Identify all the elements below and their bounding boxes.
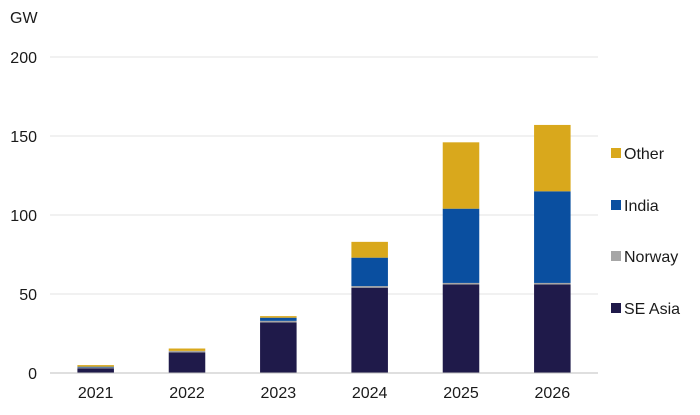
y-tick-label: 50: [19, 287, 37, 304]
x-tick-label: 2025: [443, 385, 479, 402]
y-axis-unit-label: GW: [10, 10, 38, 27]
bar-india-2025: [442, 208, 480, 283]
y-axis-ticks: 0 50 100 150 200: [10, 50, 37, 383]
bar-india-2024: [351, 257, 388, 287]
legend-label-india: India: [624, 198, 659, 215]
bars: [77, 124, 571, 373]
bar-other-2023: [260, 316, 297, 318]
bar-norway-2026: [534, 282, 571, 285]
legend-swatch-se-asia: [611, 303, 621, 313]
bar-norway-2025: [442, 282, 480, 285]
x-tick-label: 2022: [169, 385, 205, 402]
bar-other-2022: [168, 348, 206, 351]
y-tick-label: 150: [10, 129, 37, 146]
bar-india-2023: [260, 317, 297, 321]
y-tick-label: 0: [28, 366, 37, 383]
x-tick-label: 2026: [535, 385, 571, 402]
y-tick-label: 200: [10, 50, 37, 67]
bar-norway-2022: [168, 350, 206, 353]
bar-india-2021: [77, 366, 114, 368]
x-tick-label: 2023: [261, 385, 297, 402]
legend-swatch-other: [611, 148, 621, 158]
legend-label-norway: Norway: [624, 249, 678, 266]
bar-se-asia-2022: [168, 352, 206, 373]
bar-se-asia-2025: [442, 284, 480, 373]
bar-se-asia-2021: [77, 368, 114, 373]
legend-swatch-india: [611, 200, 621, 210]
bar-se-asia-2023: [260, 322, 297, 373]
bar-se-asia-2024: [351, 287, 388, 373]
legend: Other India Norway SE Asia: [611, 146, 680, 318]
y-tick-label: 100: [10, 208, 37, 225]
bar-norway-2021: [77, 367, 114, 369]
bar-norway-2023: [260, 320, 297, 323]
legend-label-se-asia: SE Asia: [624, 301, 680, 318]
bar-other-2025: [442, 142, 480, 209]
x-axis-ticks: 2021 2022 2023 2024 2025 2026: [78, 385, 570, 402]
x-tick-label: 2024: [352, 385, 388, 402]
bar-other-2021: [77, 365, 114, 367]
x-tick-label: 2021: [78, 385, 114, 402]
gridlines: [50, 56, 598, 295]
bar-norway-2024: [351, 286, 388, 288]
bar-india-2026: [534, 191, 571, 283]
bar-other-2026: [534, 124, 571, 192]
bar-other-2024: [351, 241, 388, 258]
legend-label-other: Other: [624, 146, 665, 163]
legend-swatch-norway: [611, 251, 621, 261]
bar-se-asia-2026: [534, 284, 571, 373]
